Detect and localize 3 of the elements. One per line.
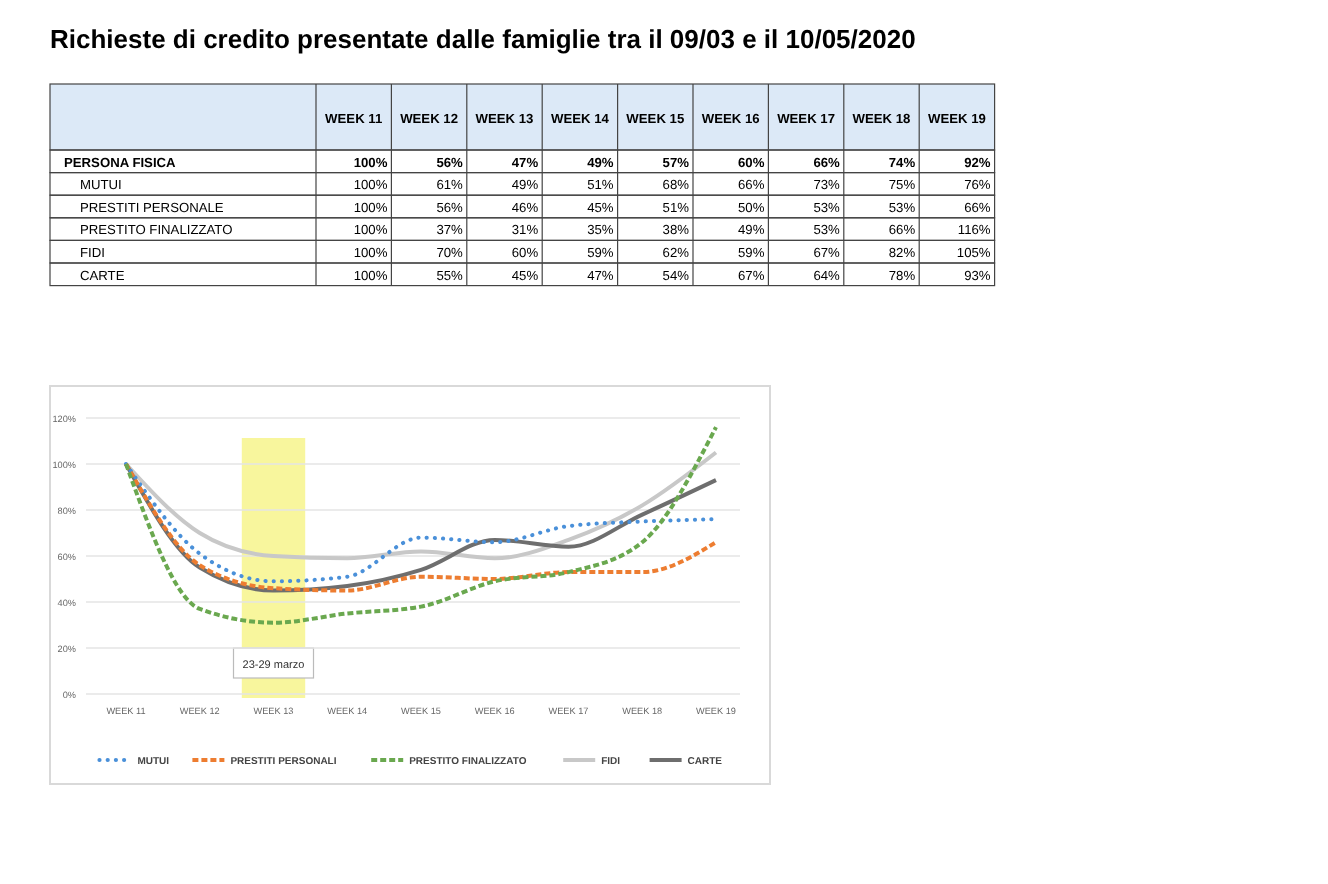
text: Richieste di credito presentate dalle famiglie tra il 09/03 e il 10/05/2020 bbox=[50, 24, 916, 54]
line-series bbox=[124, 450, 718, 561]
line-series bbox=[124, 425, 718, 625]
